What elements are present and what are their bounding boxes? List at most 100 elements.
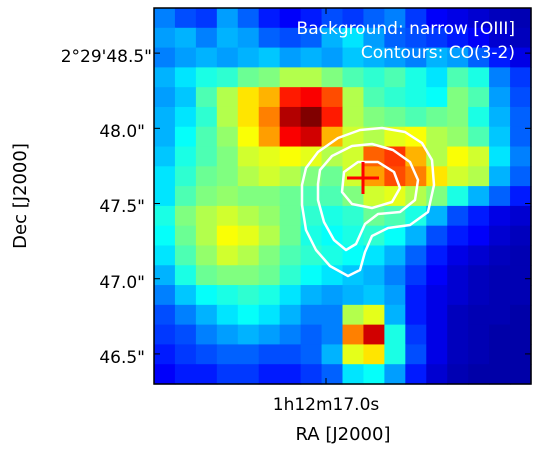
heatmap-cell <box>489 146 511 167</box>
heatmap-cell <box>426 205 448 227</box>
heatmap-cell <box>174 27 197 49</box>
heatmap-cell <box>468 324 490 346</box>
heatmap-cell <box>154 364 176 385</box>
heatmap-cell <box>258 106 281 128</box>
heatmap-cell <box>279 285 302 306</box>
heatmap-cell <box>195 364 218 385</box>
heatmap-cell <box>489 324 511 346</box>
heatmap-cell <box>279 245 302 266</box>
heatmap-cell <box>237 205 260 227</box>
heatmap-cell <box>363 67 385 88</box>
heatmap-cell <box>195 27 218 49</box>
heatmap-cell <box>468 87 490 108</box>
heatmap-cell <box>154 106 176 128</box>
heatmap-cell <box>174 186 197 207</box>
heatmap-cell <box>342 47 365 68</box>
heatmap-cell <box>174 87 197 108</box>
heatmap-cell <box>468 146 490 167</box>
heatmap-cell <box>426 126 448 148</box>
heatmap-cell <box>447 8 469 29</box>
heatmap-cell <box>447 166 469 187</box>
heatmap-cell <box>174 324 197 346</box>
heatmap-cell <box>384 225 406 247</box>
heatmap-cell <box>363 324 385 346</box>
heatmap-cell <box>489 27 511 49</box>
heatmap-cell <box>154 87 176 108</box>
heatmap-cell <box>489 205 511 227</box>
heatmap-cell <box>510 324 532 346</box>
heatmap-cell <box>468 166 490 187</box>
heatmap-cell <box>174 47 197 68</box>
heatmap-cell <box>468 186 490 207</box>
heatmap-cell <box>447 87 469 108</box>
heatmap-cell <box>300 265 323 286</box>
heatmap-cell <box>510 146 532 167</box>
heatmap-cell <box>195 146 218 167</box>
heatmap-cell <box>279 225 302 247</box>
heatmap-cell <box>447 205 469 227</box>
heatmap-cell <box>405 27 427 49</box>
heatmap-cell <box>363 186 385 207</box>
heatmap-cell <box>216 186 239 207</box>
heatmap-cell <box>363 126 385 148</box>
heatmap-cell <box>384 47 406 68</box>
heatmap-cell <box>279 324 302 346</box>
heatmap-cell <box>468 285 490 306</box>
heatmap-cell <box>363 304 385 326</box>
heatmap-cell <box>258 225 281 247</box>
heatmap-cell <box>363 344 385 365</box>
heatmap-cell <box>258 205 281 227</box>
heatmap-cell <box>216 265 239 286</box>
heatmap-cell <box>195 245 218 266</box>
heatmap-cell <box>363 364 385 385</box>
heatmap-cell <box>258 8 281 29</box>
heatmap-cell <box>510 225 532 247</box>
heatmap-cell <box>174 285 197 306</box>
heatmap-cell <box>468 27 490 49</box>
heatmap-cell <box>510 166 532 187</box>
heatmap-cell <box>510 67 532 88</box>
heatmap-cell <box>384 304 406 326</box>
heatmap-cell <box>510 364 532 385</box>
heatmap-cell <box>510 205 532 227</box>
x-axis-label: RA [J2000] <box>296 424 391 445</box>
heatmap-cell <box>426 47 448 68</box>
heatmap-cell <box>300 324 323 346</box>
heatmap-cell <box>447 106 469 128</box>
heatmap-cell <box>384 146 406 167</box>
heatmap-cell <box>300 344 323 365</box>
heatmap-cell <box>237 166 260 187</box>
heatmap-cell <box>447 67 469 88</box>
heatmap-cell <box>405 47 427 68</box>
heatmap-cell <box>154 8 176 29</box>
heatmap-cell <box>510 27 532 49</box>
heatmap-cell <box>321 67 344 88</box>
heatmap-cell <box>154 285 176 306</box>
heatmap-cell <box>510 186 532 207</box>
heatmap-cell <box>258 67 281 88</box>
cross-marker <box>347 162 379 194</box>
heatmap-cell <box>300 304 323 326</box>
heatmap-cell <box>510 245 532 266</box>
heatmap-cell <box>447 186 469 207</box>
heatmap-cell <box>279 304 302 326</box>
heatmap-cell <box>447 146 469 167</box>
x-tick-label: 1h12m17.0s <box>273 395 380 415</box>
heatmap-cell <box>216 364 239 385</box>
heatmap-cell <box>489 265 511 286</box>
heatmap-cell <box>154 27 176 49</box>
heatmap-cell <box>216 245 239 266</box>
heatmap-cell <box>154 146 176 167</box>
heatmap-cell <box>405 265 427 286</box>
heatmap-cell <box>154 245 176 266</box>
heatmap-cell <box>300 47 323 68</box>
heatmap-cell <box>279 67 302 88</box>
co-contours <box>300 126 436 278</box>
heatmap-cell <box>174 166 197 187</box>
heatmap-cell <box>300 245 323 266</box>
heatmap-cell <box>384 265 406 286</box>
heatmap-cell <box>258 166 281 187</box>
heatmap-cell <box>384 87 406 108</box>
heatmap-cell <box>279 205 302 227</box>
